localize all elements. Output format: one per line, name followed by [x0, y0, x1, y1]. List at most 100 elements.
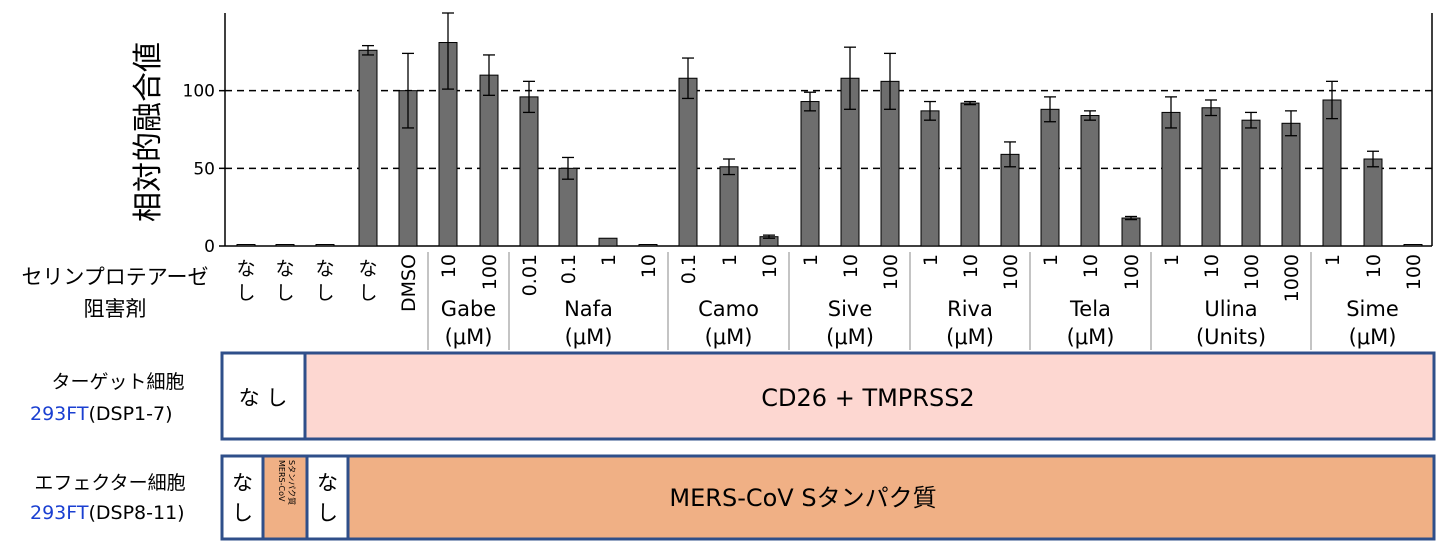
effector-none-box-1: [220, 454, 265, 541]
effector-plasmid: (DSP8-11): [88, 502, 184, 524]
y-tick-label: 100: [183, 82, 215, 102]
effector-cell-line-text: 293FT(DSP8-11): [30, 502, 185, 524]
bar: [1201, 107, 1221, 247]
effector-none-label: な: [317, 471, 338, 495]
category-label: 100: [1241, 254, 1263, 290]
target-cell-line-text: 293FT(DSP1-7): [30, 403, 172, 425]
effector-none-label: し: [317, 501, 338, 525]
group-unit: (μM): [946, 325, 994, 349]
bar: [1322, 99, 1342, 247]
group-unit: (μM): [1067, 325, 1115, 349]
bar: [1363, 158, 1383, 247]
bar: [960, 102, 980, 247]
bar: [275, 244, 295, 247]
category-label: 1: [920, 254, 942, 266]
category-label: 10: [1363, 254, 1385, 278]
effector-small-label-2: Sタンパク質: [287, 460, 297, 505]
group-name: Sime: [1346, 297, 1399, 321]
group-name: Camo: [698, 297, 759, 321]
target-row-label: ターゲット細胞: [51, 371, 184, 393]
group-name: Gabe: [441, 297, 496, 321]
bar: [920, 110, 940, 247]
bar: [1121, 217, 1141, 247]
category-label: 10: [638, 254, 660, 278]
target-content-label: CD26 + TMPRSS2: [761, 384, 974, 412]
group-unit: (μM): [705, 325, 753, 349]
bar: [800, 101, 820, 247]
category-label: 10: [438, 254, 460, 278]
category-label: 100: [880, 254, 902, 290]
group-unit: (μM): [565, 325, 613, 349]
category-label: な: [275, 258, 294, 280]
bar: [358, 49, 378, 247]
target-none-label: な し: [239, 386, 288, 410]
bar: [1403, 244, 1423, 247]
category-label: 10: [1080, 254, 1102, 278]
effector-none-label: し: [232, 501, 253, 525]
y-tick-label: 0: [204, 237, 215, 257]
y-axis-label: 相対的融合値: [131, 42, 166, 222]
bar: [1000, 153, 1020, 247]
chart-bars: [236, 12, 1423, 247]
x-row-label-line1: セリンプロテアーゼ: [21, 265, 208, 289]
category-label: DMSO: [398, 254, 420, 312]
effector-content-label: MERS-CoV Sタンパク質: [669, 484, 936, 512]
effector-small-label-1: MERS-CoV: [277, 460, 286, 502]
effector-none-box-2: [305, 454, 350, 541]
effector-none-label: な: [232, 471, 253, 495]
category-label: 1: [1322, 254, 1344, 266]
category-label: 1: [598, 254, 620, 266]
category-label: な: [315, 258, 334, 280]
bar: [598, 237, 618, 247]
category-label: 1000: [1281, 254, 1303, 302]
bar: [519, 96, 539, 247]
category-label: 1: [1161, 254, 1183, 266]
group-unit: (Units): [1196, 325, 1266, 349]
category-label: 0.1: [558, 254, 580, 284]
category-label: な: [358, 258, 377, 280]
category-label: 100: [479, 254, 501, 290]
category-label: 1: [800, 254, 822, 266]
group-name: Tela: [1069, 297, 1111, 321]
category-label: し: [275, 282, 294, 304]
category-label: 100: [1121, 254, 1143, 290]
group-unit: (μM): [445, 325, 493, 349]
bar: [678, 77, 698, 247]
x-row-label-line2: 阻害剤: [84, 297, 147, 321]
bar: [719, 166, 739, 247]
effector-cell-line: 293FT: [30, 502, 89, 524]
group-name: Riva: [947, 297, 993, 321]
bar: [558, 167, 578, 247]
category-label: 10: [960, 254, 982, 278]
bar: [1161, 111, 1181, 247]
bar: [1040, 108, 1060, 247]
category-label: 1: [719, 254, 741, 266]
bar: [479, 74, 499, 247]
group-name: Ulina: [1204, 297, 1257, 321]
category-label: 10: [759, 254, 781, 278]
bar: [315, 244, 335, 247]
category-label: 100: [1403, 254, 1425, 290]
group-name: Nafa: [564, 297, 613, 321]
group-unit: (μM): [826, 325, 874, 349]
chart-axes: 0 50 100 相対的融合値: [131, 13, 1433, 257]
category-label: 10: [840, 254, 862, 278]
group-name: Sive: [828, 297, 873, 321]
bar: [1241, 119, 1261, 247]
target-plasmid: (DSP1-7): [88, 403, 172, 425]
category-label: な: [236, 258, 255, 280]
bar: [236, 244, 256, 247]
y-tick-label: 50: [193, 159, 215, 179]
bar: [638, 244, 658, 247]
bar: [1281, 122, 1301, 247]
category-label: 0.1: [678, 254, 700, 284]
category-label: 100: [1000, 254, 1022, 290]
category-label: し: [358, 282, 377, 304]
effector-row-label: エフェクター細胞: [34, 472, 185, 494]
category-label: し: [315, 282, 334, 304]
category-label: 1: [1040, 254, 1062, 266]
target-cell-line: 293FT: [30, 403, 89, 425]
